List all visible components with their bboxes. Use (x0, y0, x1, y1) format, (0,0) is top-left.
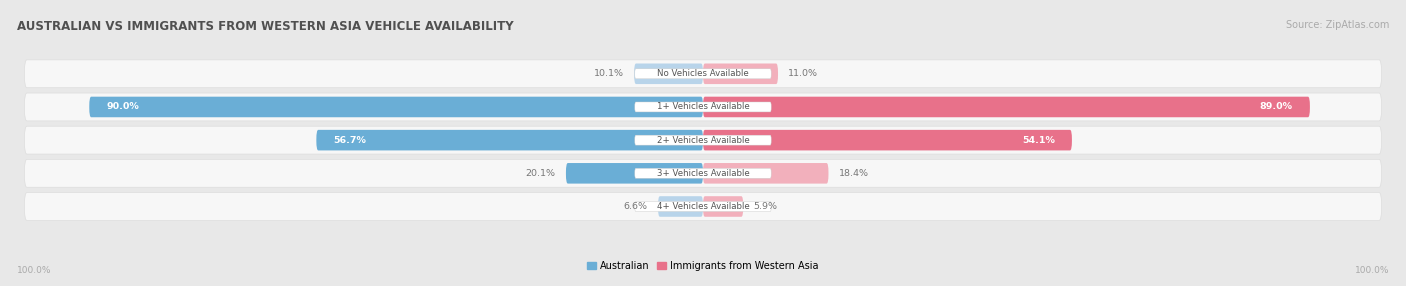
Text: AUSTRALIAN VS IMMIGRANTS FROM WESTERN ASIA VEHICLE AVAILABILITY: AUSTRALIAN VS IMMIGRANTS FROM WESTERN AS… (17, 20, 513, 33)
Text: 100.0%: 100.0% (17, 266, 52, 275)
Legend: Australian, Immigrants from Western Asia: Australian, Immigrants from Western Asia (588, 261, 818, 271)
Text: 3+ Vehicles Available: 3+ Vehicles Available (657, 169, 749, 178)
Text: No Vehicles Available: No Vehicles Available (657, 69, 749, 78)
FancyBboxPatch shape (24, 192, 1382, 221)
FancyBboxPatch shape (658, 196, 703, 217)
FancyBboxPatch shape (24, 159, 1382, 187)
Text: 10.1%: 10.1% (593, 69, 624, 78)
Text: 100.0%: 100.0% (1354, 266, 1389, 275)
FancyBboxPatch shape (636, 69, 772, 79)
Text: 1+ Vehicles Available: 1+ Vehicles Available (657, 102, 749, 112)
Text: 4+ Vehicles Available: 4+ Vehicles Available (657, 202, 749, 211)
FancyBboxPatch shape (24, 126, 1382, 154)
Text: 11.0%: 11.0% (789, 69, 818, 78)
FancyBboxPatch shape (90, 97, 703, 117)
FancyBboxPatch shape (567, 163, 703, 184)
Text: 56.7%: 56.7% (333, 136, 367, 145)
FancyBboxPatch shape (316, 130, 703, 150)
Text: 5.9%: 5.9% (754, 202, 778, 211)
FancyBboxPatch shape (634, 63, 703, 84)
FancyBboxPatch shape (636, 202, 772, 211)
Text: 6.6%: 6.6% (624, 202, 648, 211)
Text: 2+ Vehicles Available: 2+ Vehicles Available (657, 136, 749, 145)
Text: 20.1%: 20.1% (526, 169, 555, 178)
Text: 90.0%: 90.0% (107, 102, 139, 112)
FancyBboxPatch shape (636, 135, 772, 145)
FancyBboxPatch shape (703, 163, 828, 184)
FancyBboxPatch shape (636, 168, 772, 178)
FancyBboxPatch shape (703, 196, 744, 217)
Text: 18.4%: 18.4% (839, 169, 869, 178)
Text: 89.0%: 89.0% (1260, 102, 1294, 112)
FancyBboxPatch shape (24, 93, 1382, 121)
FancyBboxPatch shape (24, 60, 1382, 88)
FancyBboxPatch shape (703, 97, 1310, 117)
FancyBboxPatch shape (703, 130, 1071, 150)
Text: 54.1%: 54.1% (1022, 136, 1054, 145)
FancyBboxPatch shape (703, 63, 778, 84)
Text: Source: ZipAtlas.com: Source: ZipAtlas.com (1285, 20, 1389, 30)
FancyBboxPatch shape (636, 102, 772, 112)
